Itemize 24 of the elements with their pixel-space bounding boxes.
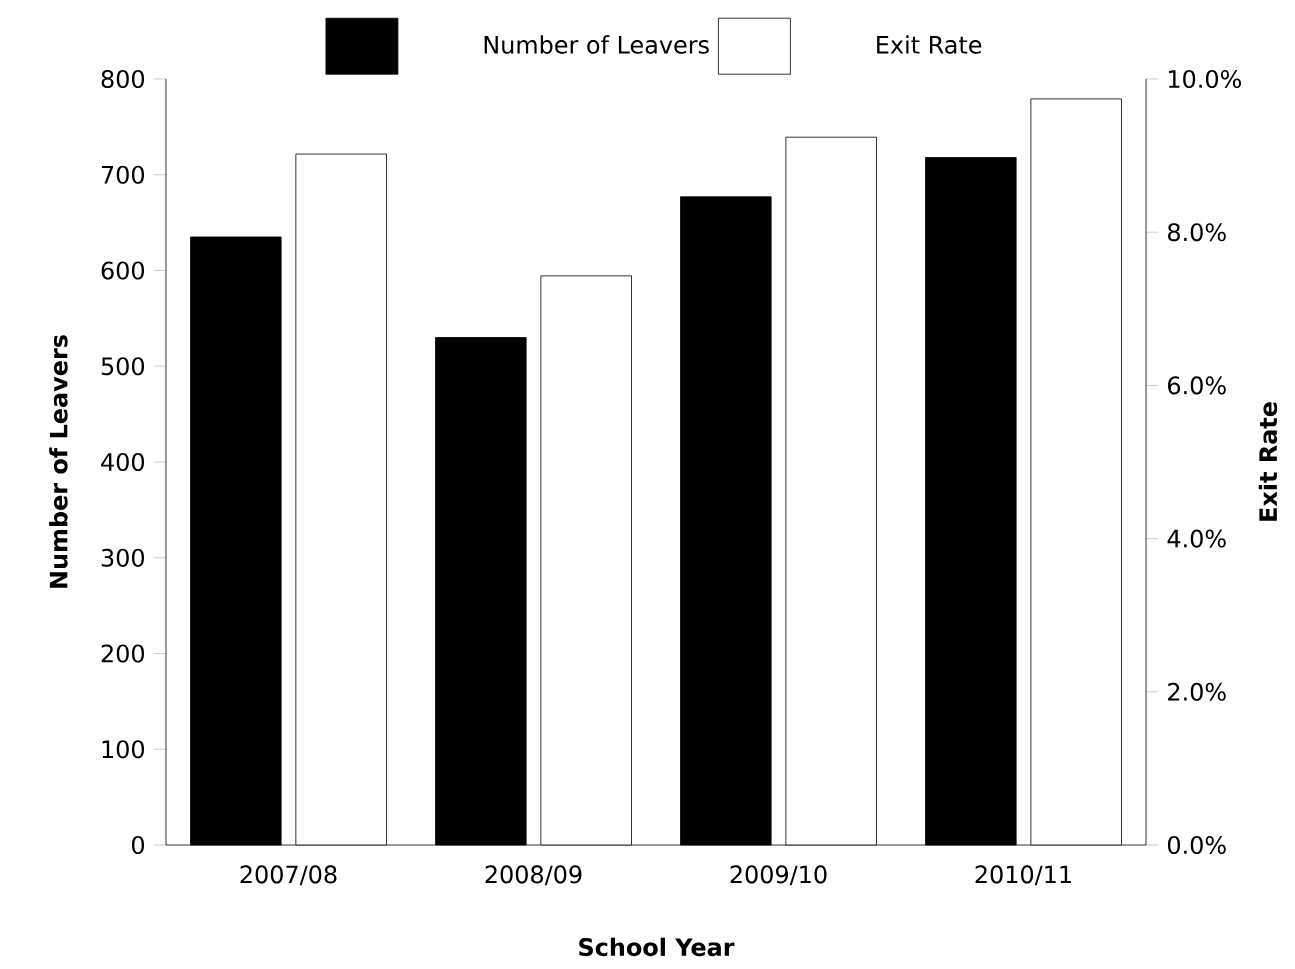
y-tick-label: 500 — [101, 357, 145, 376]
x-tick-label: 2007/08 — [240, 865, 337, 886]
y2-axis-title: Exit Rate — [1258, 402, 1278, 521]
y-tick-label: 100 — [102, 740, 145, 759]
legend-label: Number of Leavers — [484, 35, 709, 54]
y-tick-label: 200 — [101, 644, 145, 663]
y-tick-label: 800 — [101, 69, 145, 89]
x-axis-title: School Year — [579, 937, 735, 957]
y2-tick-label: 4.0% — [1167, 529, 1226, 548]
y-tick-label: 400 — [101, 452, 145, 472]
x-tick-label: 2009/10 — [730, 865, 827, 886]
y2-tick-label: 2.0% — [1168, 682, 1226, 701]
y-tick-label: 300 — [101, 548, 145, 567]
text: Exit Rate — [877, 35, 982, 54]
x-tick-label: 2010/11 — [975, 865, 1071, 886]
y-tick-label: 0 — [131, 835, 145, 855]
x-tick-label: 2008/09 — [485, 865, 582, 886]
y2-tick-label: 6.0% — [1168, 376, 1226, 395]
y2-tick-label: 10.0% — [1169, 69, 1242, 89]
y2-tick-label: 8.0% — [1168, 223, 1226, 242]
y2-tick-label: 0.0% — [1167, 835, 1226, 855]
y-axis-title: Number of Leavers — [49, 335, 68, 588]
y-tick-label: 600 — [101, 261, 145, 280]
y-tick-label: 700 — [101, 165, 145, 184]
